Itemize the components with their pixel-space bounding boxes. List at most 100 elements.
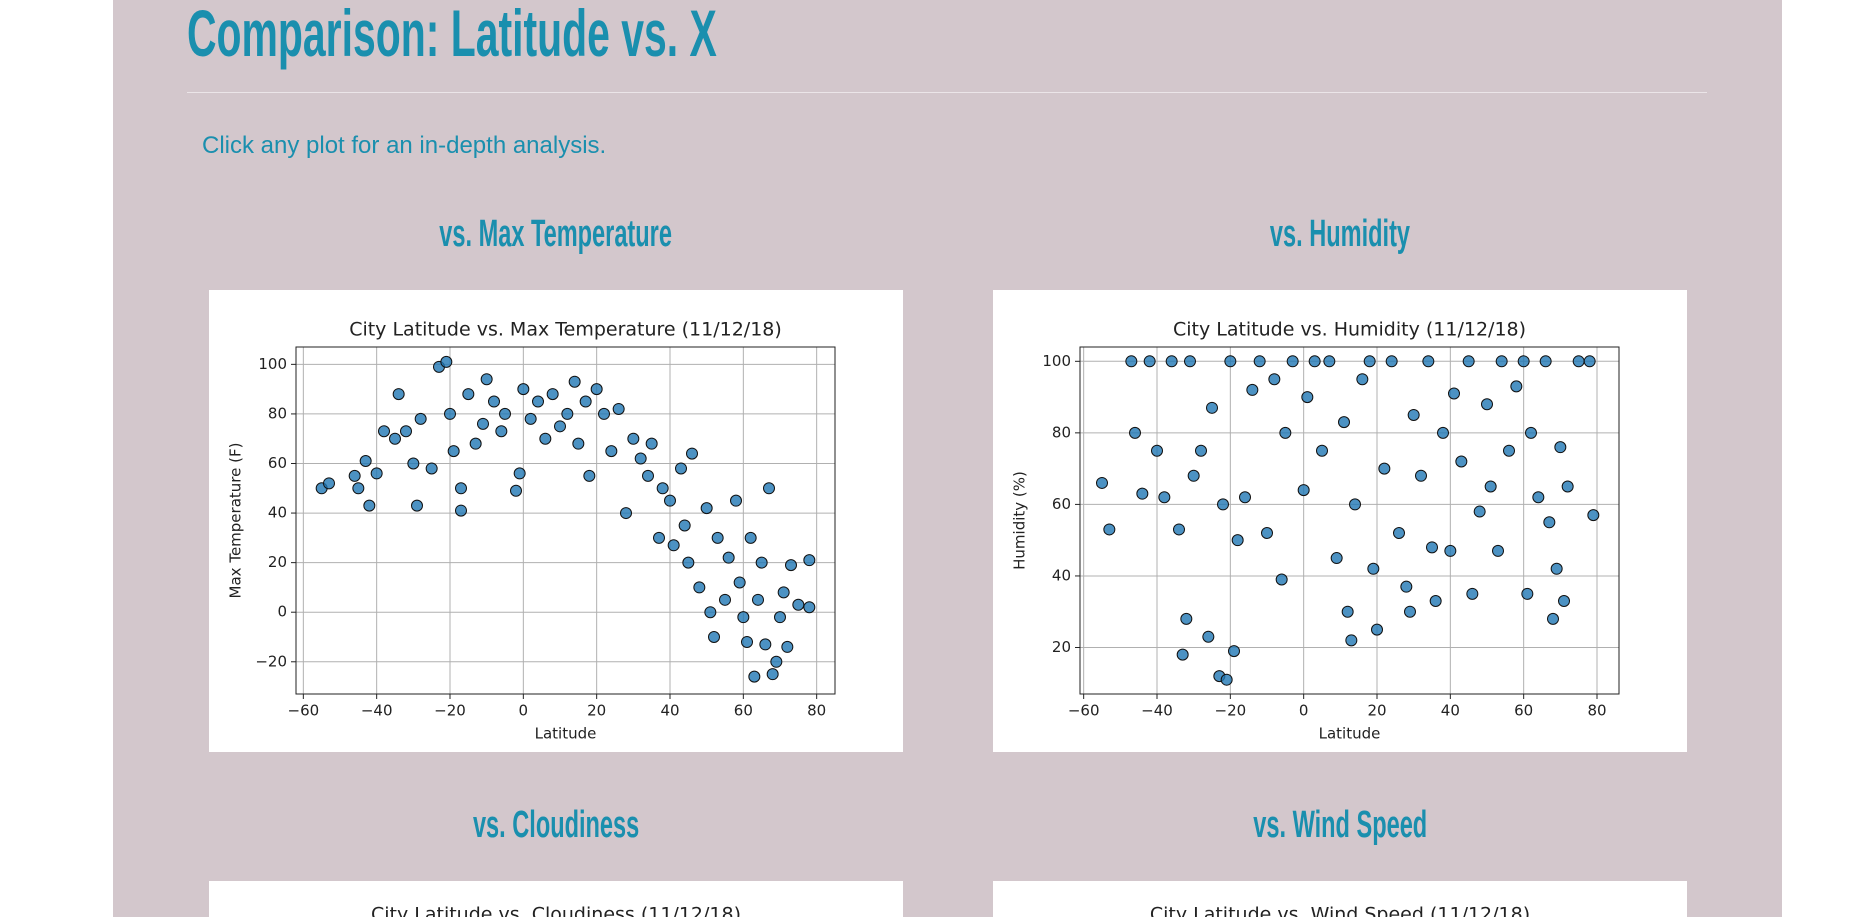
- point: [444, 407, 456, 420]
- point: [1547, 612, 1559, 625]
- point: [1338, 416, 1350, 429]
- point: [1180, 612, 1193, 625]
- point: [477, 417, 489, 430]
- point: [748, 670, 761, 683]
- point: [620, 507, 632, 520]
- page-title: Comparison: Latitude vs. X: [187, 0, 717, 70]
- point: [1561, 480, 1574, 493]
- point: [1103, 523, 1116, 536]
- point: [524, 412, 537, 425]
- point: [1316, 444, 1328, 457]
- point: [488, 395, 500, 408]
- plot-card[interactable]: City Latitude vs. Max Temperature (11/12…: [209, 290, 903, 752]
- point: [1393, 527, 1405, 540]
- plot-title: City Latitude vs. Wind Speed (11/12/18): [1150, 904, 1530, 917]
- point: [1415, 469, 1427, 482]
- plot: City Latitude vs. Max Temperature (11/12…: [227, 319, 836, 743]
- point: [1231, 534, 1244, 547]
- point: [1429, 594, 1442, 607]
- x-tick-label: −40: [361, 702, 393, 720]
- point: [667, 539, 680, 552]
- point: [759, 638, 772, 651]
- point: [1444, 544, 1457, 557]
- point: [469, 437, 482, 450]
- point: [1253, 355, 1266, 368]
- x-tick-label: −60: [288, 702, 320, 720]
- point: [539, 432, 552, 445]
- point: [572, 437, 585, 450]
- point: [755, 556, 768, 569]
- point: [363, 499, 376, 512]
- point: [455, 504, 467, 517]
- point: [510, 484, 522, 497]
- point: [1301, 391, 1314, 404]
- plot-card[interactable]: City Latitude vs. Humidity (11/12/18) −60…: [993, 290, 1687, 752]
- x-tick-label: 60: [1514, 702, 1533, 720]
- point: [1481, 398, 1493, 411]
- point: [348, 469, 361, 482]
- point: [1503, 444, 1515, 457]
- plot-title: City Latitude vs. Cloudiness (11/12/18): [371, 904, 741, 917]
- point: [1165, 355, 1178, 368]
- point: [1426, 541, 1438, 554]
- point: [1525, 426, 1537, 439]
- point: [370, 467, 383, 480]
- y-tick-label: 100: [258, 355, 287, 373]
- y-axis-label: Humidity (%): [1011, 471, 1029, 570]
- point: [653, 531, 665, 544]
- chart-title: City Latitude vs. Max Temperature (11/12…: [349, 319, 782, 341]
- point: [730, 494, 742, 507]
- point: [407, 457, 420, 470]
- point: [440, 355, 453, 368]
- x-tick-label: −20: [434, 702, 466, 720]
- axes-frame: [1079, 346, 1620, 695]
- point: [1286, 355, 1299, 368]
- point: [1356, 373, 1369, 386]
- section-heading: vs. Humidity: [993, 214, 1687, 254]
- point: [1558, 594, 1570, 607]
- axes-frame: [295, 346, 836, 695]
- point: [513, 467, 526, 480]
- y-tick-label: 20: [1052, 638, 1071, 656]
- point: [1371, 623, 1383, 636]
- point: [1484, 480, 1497, 493]
- point: [495, 425, 508, 438]
- point: [1143, 355, 1156, 368]
- point: [1539, 355, 1552, 368]
- point: [1510, 380, 1523, 393]
- divider: [187, 92, 1707, 93]
- point: [1554, 441, 1567, 454]
- x-tick-label: 0: [1299, 702, 1309, 720]
- chart-title: City Latitude vs. Humidity (11/12/18): [1173, 319, 1526, 341]
- point: [480, 373, 493, 386]
- point: [741, 635, 753, 648]
- x-tick-label: 20: [587, 702, 606, 720]
- point: [1572, 355, 1585, 368]
- point: [568, 375, 581, 388]
- point: [1407, 408, 1420, 421]
- point: [1367, 562, 1380, 575]
- point: [645, 437, 658, 450]
- point: [682, 556, 695, 569]
- y-tick-label: 40: [1052, 566, 1071, 584]
- plot-card[interactable]: City Latitude vs. Wind Speed (11/12/18): [993, 881, 1687, 917]
- point: [447, 445, 460, 458]
- point: [1195, 444, 1207, 457]
- point: [1448, 387, 1460, 400]
- y-tick-label: −20: [255, 652, 287, 670]
- point: [766, 668, 779, 681]
- section-heading-text: vs. Wind Speed: [1253, 804, 1427, 846]
- point: [1275, 573, 1288, 586]
- point: [546, 388, 559, 401]
- x-tick-label: 20: [1367, 702, 1386, 720]
- point: [774, 611, 786, 624]
- point: [392, 388, 405, 401]
- point: [1129, 426, 1141, 439]
- point: [664, 494, 676, 507]
- plot-card[interactable]: City Latitude vs. Cloudiness (11/12/18): [209, 881, 903, 917]
- point: [561, 407, 574, 420]
- y-tick-label: 40: [268, 504, 287, 522]
- point: [1206, 401, 1218, 414]
- point: [1521, 587, 1534, 600]
- point: [708, 630, 720, 643]
